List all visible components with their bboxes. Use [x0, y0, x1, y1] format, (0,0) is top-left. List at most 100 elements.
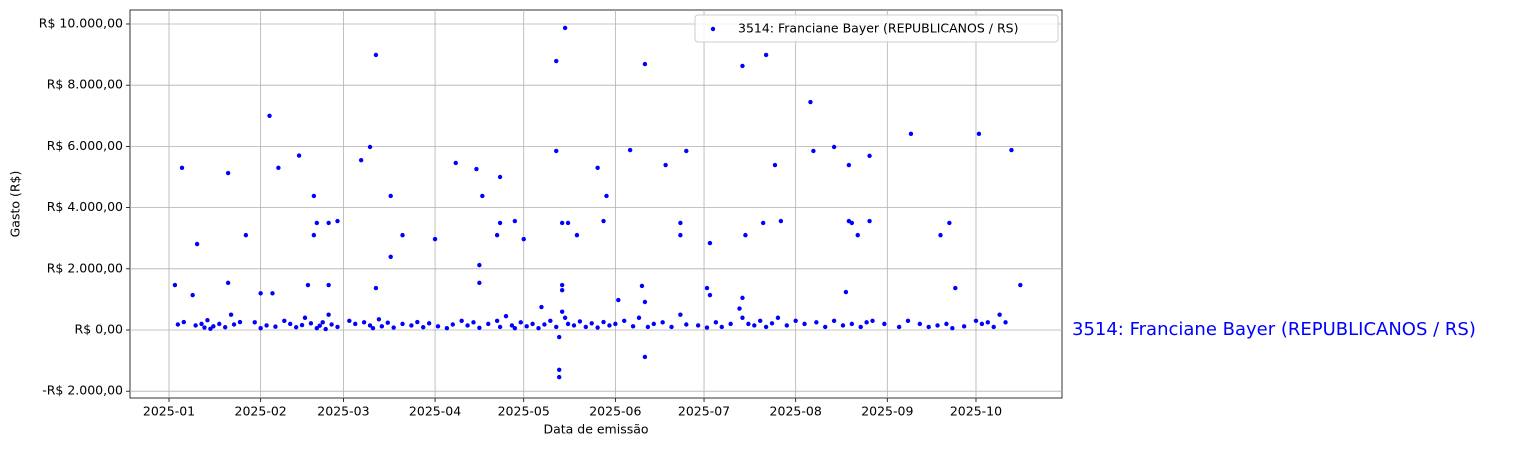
legend-box [694, 14, 1059, 43]
point [243, 232, 249, 238]
point [347, 318, 352, 324]
point [311, 232, 317, 238]
point [583, 324, 589, 330]
point [645, 324, 651, 330]
point [740, 63, 745, 69]
point [264, 323, 269, 328]
point [740, 315, 745, 320]
point [684, 322, 689, 327]
x-tick-label: 2025-06 [589, 404, 641, 419]
point [474, 166, 479, 172]
point [415, 319, 420, 325]
point [976, 131, 982, 137]
point [695, 323, 701, 328]
y-tick-label: R$ 4.000,00 [47, 199, 123, 214]
point [678, 312, 683, 317]
point [743, 232, 748, 238]
point [627, 147, 633, 153]
point [335, 218, 340, 224]
point [642, 61, 648, 67]
point [542, 322, 547, 327]
point [601, 218, 606, 224]
point [258, 325, 263, 331]
legend-marker [710, 26, 716, 32]
point [678, 220, 683, 226]
x-tick-label: 2025-09 [861, 404, 913, 419]
point [320, 320, 325, 325]
point [867, 153, 872, 159]
point [459, 318, 464, 324]
point [326, 282, 331, 288]
point [793, 318, 798, 324]
x-tick-label: 2025-08 [770, 404, 822, 419]
point [559, 288, 565, 293]
point [905, 318, 911, 324]
point [639, 283, 645, 289]
point [846, 162, 852, 168]
point [497, 324, 503, 330]
point [305, 282, 311, 288]
point [494, 318, 500, 324]
point [205, 318, 210, 323]
point [453, 160, 458, 166]
point [539, 304, 544, 310]
point [604, 193, 609, 199]
point [326, 220, 331, 226]
point [237, 319, 243, 325]
point [870, 318, 875, 324]
point [432, 236, 438, 242]
point [642, 354, 648, 360]
point [376, 317, 382, 322]
point [388, 193, 393, 199]
point [684, 148, 689, 154]
point [536, 325, 541, 331]
point [512, 218, 518, 224]
point [622, 318, 627, 324]
x-tick-label: 2025-04 [409, 404, 461, 419]
x-tick-label: 2025-03 [317, 404, 369, 419]
y-tick-label: -R$ 2.000,00 [42, 383, 123, 398]
point [217, 321, 222, 327]
point [775, 315, 781, 320]
point [353, 321, 358, 327]
point [752, 323, 757, 328]
point [199, 321, 204, 327]
point [296, 153, 302, 158]
point [477, 280, 482, 286]
point [808, 99, 813, 105]
point [317, 323, 322, 328]
point [524, 324, 529, 329]
y-tick-label: R$ 6.000,00 [47, 138, 123, 153]
point [642, 299, 648, 305]
point [704, 325, 710, 330]
point [740, 295, 745, 301]
point [497, 174, 503, 180]
y-tick-label: R$ 0,00 [75, 322, 123, 337]
point [559, 282, 565, 288]
point [1009, 147, 1014, 153]
point [252, 320, 257, 325]
point [503, 314, 509, 319]
point [707, 292, 713, 298]
point [308, 321, 314, 326]
point [367, 323, 373, 328]
point [494, 232, 500, 238]
point [772, 162, 778, 168]
point [926, 324, 931, 330]
point [509, 323, 515, 328]
point [373, 285, 379, 291]
point [574, 232, 580, 238]
point [831, 318, 837, 324]
point [938, 232, 943, 238]
point [211, 324, 216, 329]
point [858, 324, 863, 330]
point [950, 325, 955, 331]
point [181, 319, 186, 325]
point [225, 280, 231, 286]
point [444, 325, 450, 331]
point [778, 218, 784, 224]
point [636, 315, 642, 320]
grid: -R$ 2.000,00 R$ 0,00 R$ 2.000,00 R$ 4.000,0… [39, 10, 1062, 419]
point [961, 324, 967, 329]
point [651, 321, 656, 327]
